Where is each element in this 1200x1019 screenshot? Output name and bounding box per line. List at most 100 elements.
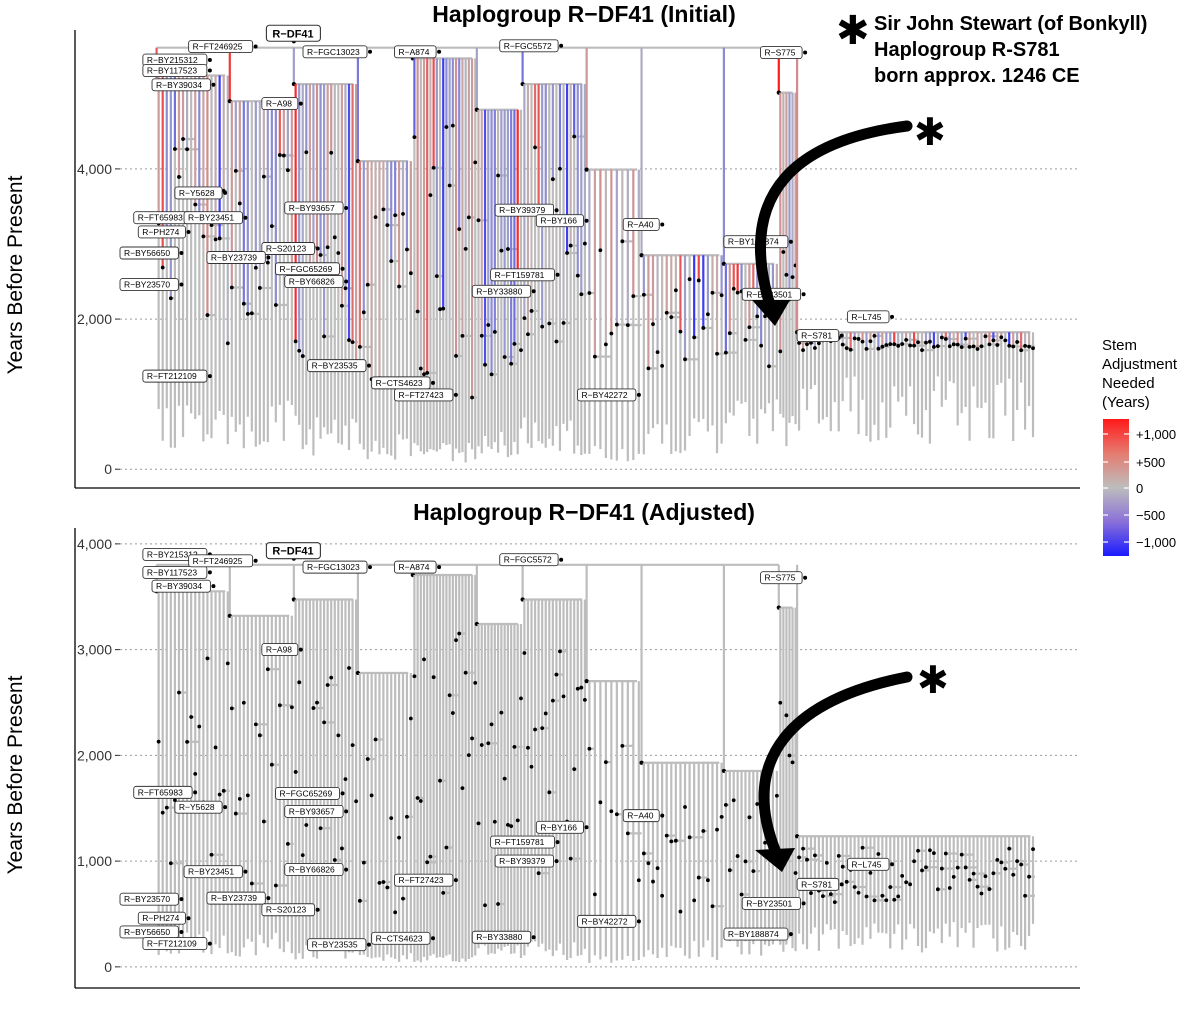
node [683,805,687,809]
legend-tick-label: +1,000 [1136,427,1176,442]
node [836,853,841,858]
node [554,672,559,677]
svg-text:R−S781: R−S781 [801,879,832,889]
annotation-line-3: born approx. 1246 CE [874,65,1080,87]
node [651,322,655,327]
node-label: R−BY23739 [206,891,271,905]
node [592,892,597,897]
node [519,348,523,353]
node [1003,866,1008,871]
node [603,760,608,765]
node [209,852,214,857]
node [164,805,169,810]
node-label: R−FGC5572 [499,553,564,567]
node [715,827,719,832]
initial-y-ticks: 0 2,000 4,000 [77,161,120,477]
svg-text:R−S775: R−S775 [765,48,796,58]
node [920,348,924,352]
node [177,690,181,695]
node [397,284,401,289]
node [908,882,913,887]
node [705,878,710,883]
svg-text:R−BY23570: R−BY23570 [124,280,170,290]
node [253,265,258,270]
svg-text:R−BY93657: R−BY93657 [289,203,335,213]
node [261,174,266,179]
node [832,900,837,904]
node [625,323,630,328]
adjusted-tree-panel: Haplogroup R−DF41 (Adjusted) Years Befor… [4,499,1080,989]
node [466,753,471,758]
node [920,868,924,873]
node [273,883,278,888]
node [924,865,928,870]
node [277,153,282,157]
node [1011,344,1016,349]
node [354,799,359,804]
svg-text:R−S20123: R−S20123 [266,905,307,915]
node [755,802,760,806]
svg-text:R−FT246925: R−FT246925 [193,42,243,52]
node [343,286,348,291]
node [719,293,724,298]
node [609,331,614,336]
node-label: R−FT246925 [188,40,258,53]
node [285,841,290,846]
node-label: R−S775 [760,571,808,585]
node [265,667,270,672]
node [820,894,825,899]
node [892,897,897,902]
node [625,831,630,836]
node [784,713,789,718]
node [463,670,468,675]
node [241,301,246,306]
node [245,793,250,798]
node [1023,893,1027,898]
node [959,852,964,857]
arrow-bottom-asterisk-icon: ✱ [917,658,949,702]
node [241,700,246,705]
node [687,277,692,282]
node [385,223,390,228]
svg-text:R−FGC13023: R−FGC13023 [307,47,360,57]
node [669,839,674,844]
node [967,877,972,882]
node [502,355,507,359]
node [813,853,817,858]
svg-text:R−Y5628: R−Y5628 [179,188,215,198]
node [840,864,845,869]
node [767,364,771,369]
node [361,310,366,315]
node [928,848,932,853]
node [784,272,789,277]
node-label: R−PH274 [137,911,191,925]
node [579,292,584,297]
node [505,247,510,251]
svg-text:R−FGC65269: R−FGC65269 [280,788,333,798]
node [572,134,577,139]
node [322,720,326,725]
svg-text:R−BY56650: R−BY56650 [124,248,170,258]
node [1007,846,1012,851]
svg-text:R−FT27423: R−FT27423 [399,390,444,400]
node [473,680,478,685]
root-label: R−DF41 [265,24,321,42]
node-label: R−BY23451 [183,211,248,225]
node [620,743,625,748]
node-label: R−FT159781 [490,268,560,282]
node [631,294,636,299]
node [797,855,801,860]
node [735,290,740,295]
node [705,312,710,317]
node [844,346,849,351]
node [582,697,587,702]
svg-text:R−CTS4623: R−CTS4623 [376,933,423,943]
node [505,822,510,827]
node-label: R−BY39379 [494,854,559,868]
node [892,342,897,347]
node-label: R−A98 [261,97,303,111]
adjusted-tree-branches [154,556,1035,964]
node-label: R−BY42272 [577,914,641,928]
